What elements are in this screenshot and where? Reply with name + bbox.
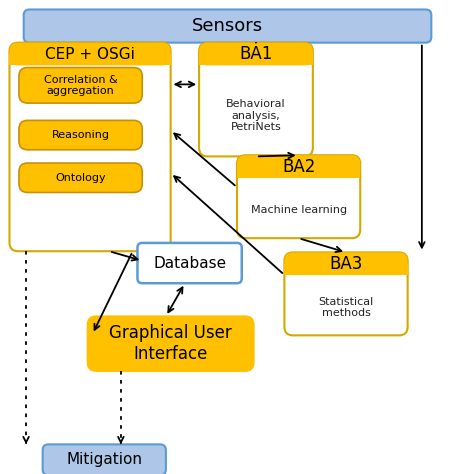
FancyBboxPatch shape — [284, 252, 408, 336]
Text: BA2: BA2 — [282, 158, 315, 175]
Text: Database: Database — [153, 255, 226, 271]
FancyBboxPatch shape — [284, 252, 408, 275]
Text: Ontology: Ontology — [55, 173, 106, 183]
Text: Correlation &
aggregation: Correlation & aggregation — [44, 74, 118, 96]
FancyBboxPatch shape — [9, 43, 171, 65]
Bar — [199, 54, 313, 65]
FancyBboxPatch shape — [199, 43, 313, 65]
FancyBboxPatch shape — [24, 9, 431, 43]
FancyBboxPatch shape — [43, 445, 166, 474]
Text: BA1: BA1 — [239, 45, 273, 63]
Text: BA3: BA3 — [329, 255, 363, 273]
FancyBboxPatch shape — [19, 120, 142, 150]
Text: Graphical User
Interface: Graphical User Interface — [109, 324, 232, 363]
Text: Machine learning: Machine learning — [251, 205, 346, 216]
FancyBboxPatch shape — [137, 243, 242, 283]
FancyBboxPatch shape — [88, 317, 254, 371]
Text: Reasoning: Reasoning — [52, 130, 109, 140]
Text: Sensors: Sensors — [192, 17, 263, 35]
Bar — [9, 54, 171, 65]
FancyBboxPatch shape — [237, 155, 360, 178]
Bar — [237, 167, 360, 178]
FancyBboxPatch shape — [199, 43, 313, 156]
Text: Behavioral
analysis,
PetriNets: Behavioral analysis, PetriNets — [226, 99, 286, 132]
Text: Mitigation: Mitigation — [66, 452, 142, 467]
FancyBboxPatch shape — [237, 155, 360, 238]
FancyBboxPatch shape — [19, 163, 142, 192]
FancyBboxPatch shape — [9, 43, 171, 251]
Bar — [284, 264, 408, 275]
FancyBboxPatch shape — [19, 68, 142, 103]
Text: CEP + OSGi: CEP + OSGi — [45, 46, 135, 62]
Text: Statistical
methods: Statistical methods — [319, 297, 374, 319]
